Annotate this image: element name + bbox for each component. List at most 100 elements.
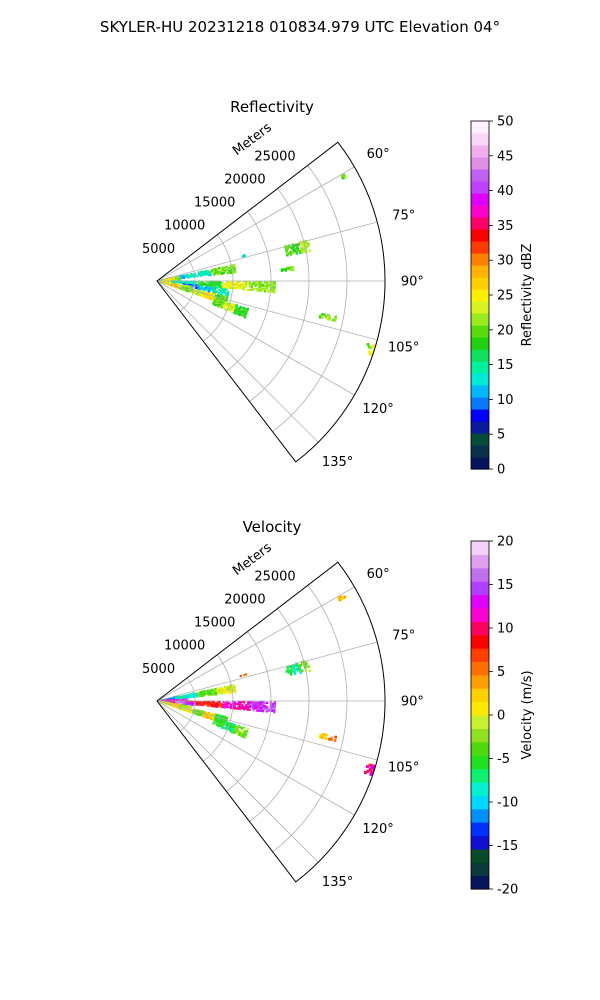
echo-pixel (254, 702, 257, 705)
echo-pixel (302, 246, 305, 249)
colorbar-tick-label: 25 (497, 289, 514, 304)
echo-pixel (168, 284, 171, 286)
echo-pixel (213, 713, 216, 716)
echo-pixel (245, 285, 248, 288)
echo-pixel (292, 268, 295, 272)
echo-pixel (211, 690, 213, 693)
echo-pixel (267, 709, 270, 712)
echo-pixel (226, 706, 228, 708)
echo-pixel (220, 286, 223, 289)
echo-pixel (296, 246, 299, 249)
echo-region (280, 266, 295, 272)
echo-pixel (213, 692, 216, 695)
echo-pixel (176, 286, 178, 289)
echo-region (241, 253, 246, 258)
echo-pixel (239, 305, 242, 308)
echo-pixel (303, 250, 306, 254)
echo-pixel (195, 713, 198, 716)
echo-pixel (372, 344, 375, 348)
azimuth-spoke (156, 700, 378, 761)
echo-pixel (180, 702, 183, 705)
echo-pixel (197, 713, 200, 716)
echo-pixel (207, 271, 210, 274)
echo-pixel (285, 250, 288, 253)
echo-pixel (211, 713, 214, 716)
echo-pixel (229, 730, 232, 733)
echo-pixel (208, 290, 211, 293)
echo-pixel (222, 723, 225, 726)
colorbar-segment (471, 433, 489, 446)
echo-pixel (235, 707, 238, 710)
echo-pixel (241, 704, 244, 707)
echo-pixel (216, 302, 219, 305)
echo-pixel (285, 670, 288, 673)
echo-pixel (305, 244, 308, 247)
sector-frame (156, 141, 386, 463)
echo-pixel (238, 307, 241, 310)
echo-pixel (232, 308, 235, 311)
echo-pixel (256, 283, 259, 286)
echo-pixel (295, 663, 299, 667)
echo-pixel (218, 717, 221, 720)
echo-pixel (234, 723, 237, 726)
echo-pixel (176, 706, 178, 709)
echo-pixel (207, 281, 210, 284)
echo-pixel (220, 691, 223, 693)
echo-pixel (224, 722, 227, 725)
echo-pixel (245, 312, 248, 316)
echo-pixel (263, 288, 267, 291)
echo-pixel (271, 290, 274, 294)
echo-pixel (221, 692, 223, 695)
echo-pixel (222, 267, 225, 270)
echo-pixel (205, 693, 208, 696)
echo-pixel (267, 290, 270, 293)
echo-pixel (304, 241, 308, 244)
echo-pixel (199, 283, 202, 285)
echo-pixel (182, 286, 184, 289)
echo-pixel (217, 719, 220, 722)
echo-pixel (328, 316, 332, 319)
echo-pixel (195, 703, 198, 706)
echo-pixel (180, 699, 183, 702)
radial-tick-label: 25000 (254, 569, 295, 584)
echo-pixel (183, 709, 185, 711)
echo-pixel (299, 664, 303, 667)
echo-pixel (290, 253, 293, 256)
echo-pixel (225, 266, 228, 269)
echo-pixel (231, 311, 234, 314)
echo-pixel (305, 665, 309, 669)
echo-pixel (340, 174, 344, 178)
echo-pixel (260, 702, 263, 705)
echo-pixel (212, 287, 215, 289)
echo-pixel (222, 691, 225, 694)
echo-pixel (209, 692, 212, 694)
echo-pixel (215, 692, 218, 695)
echo-pixel (192, 703, 194, 705)
colorbar-segment (471, 581, 489, 596)
echo-pixel (220, 295, 223, 297)
echo-pixel (273, 287, 276, 290)
echo-pixel (259, 289, 263, 292)
echo-pixel (235, 702, 238, 705)
echo-pixel (190, 711, 193, 714)
echo-pixel (165, 283, 167, 285)
echo-pixel (324, 737, 328, 740)
echo-pixel (265, 287, 269, 290)
colorbar-segment (471, 133, 489, 146)
echo-pixel (341, 176, 345, 180)
colorbar-segment (471, 621, 489, 636)
echo-pixel (224, 293, 227, 296)
theta-tick-label: 60° (367, 147, 390, 162)
echo-pixel (228, 308, 231, 311)
echo-pixel (264, 701, 267, 705)
colorbar-tick-label: 0 (497, 709, 505, 724)
echo-pixel (295, 665, 299, 668)
echo-pixel (240, 314, 243, 317)
echo-pixel (224, 283, 227, 286)
echo-pixel (229, 287, 232, 290)
echo-pixel (207, 690, 210, 693)
echo-pixel (247, 700, 250, 703)
echo-pixel (212, 722, 215, 725)
echo-pixel (189, 276, 191, 279)
echo-pixel (243, 281, 246, 284)
